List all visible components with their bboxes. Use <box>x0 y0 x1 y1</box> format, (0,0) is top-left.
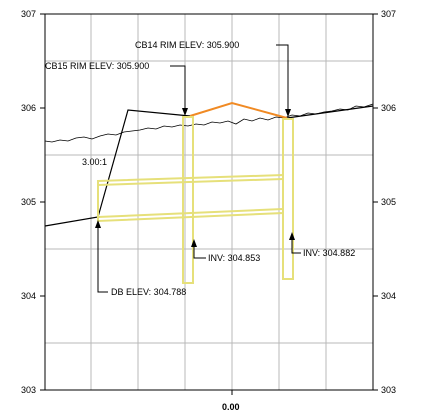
cb14-rim-label: CB14 RIM ELEV: 305.900 <box>135 40 239 50</box>
cb15-structure <box>182 116 194 284</box>
inv-left-label: INV: 304.853 <box>208 253 260 263</box>
y-tick-right-305: 305 <box>381 197 396 207</box>
inv-right-label: INV: 304.882 <box>303 248 355 258</box>
cb14-structure <box>282 118 294 280</box>
rim-connection-line <box>189 101 288 119</box>
y-tick-left-305: 305 <box>21 197 36 207</box>
slope-label: 3.00:1 <box>82 157 107 167</box>
y-tick-right-303: 303 <box>381 385 396 395</box>
structures <box>97 116 294 284</box>
y-tick-right-306: 306 <box>381 103 396 113</box>
x-station-label: 0.00 <box>222 402 240 412</box>
y-tick-right-304: 304 <box>381 291 396 301</box>
db-elev-label: DB ELEV: 304.788 <box>111 287 186 297</box>
y-tick-right-307: 307 <box>381 9 396 19</box>
pipe-lower-inner <box>97 208 284 218</box>
y-tick-left-303: 303 <box>21 385 36 395</box>
proposed-grade-line-right <box>286 105 374 119</box>
detention-box <box>97 173 284 223</box>
y-tick-left-306: 306 <box>21 103 36 113</box>
pipe-upper-inner <box>97 178 284 186</box>
y-tick-left-304: 304 <box>21 291 36 301</box>
cb15-rim-label: CB15 RIM ELEV: 305.900 <box>45 61 149 71</box>
proposed-grade-line <box>44 109 191 227</box>
y-tick-left-307: 307 <box>21 9 36 19</box>
